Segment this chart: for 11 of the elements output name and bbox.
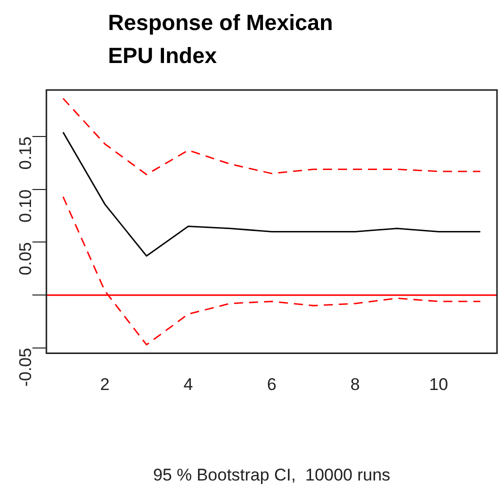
x-tick-label: 6 bbox=[266, 375, 276, 394]
y-tick-label: 0.15 bbox=[16, 136, 36, 170]
x-axis-title: 95 % Bootstrap CI, 10000 runs bbox=[153, 465, 390, 484]
x-tick-label: 8 bbox=[350, 375, 360, 394]
chart-title: Response of Mexican EPU Index bbox=[108, 9, 334, 70]
x-tick-label: 10 bbox=[429, 375, 448, 394]
y-tick-label: 0.10 bbox=[16, 189, 36, 222]
y-tick-label: -0.05 bbox=[16, 348, 36, 387]
x-tick-label: 2 bbox=[100, 375, 110, 394]
y-tick-label: 0.05 bbox=[16, 242, 36, 276]
x-tick-label: 4 bbox=[184, 375, 193, 394]
